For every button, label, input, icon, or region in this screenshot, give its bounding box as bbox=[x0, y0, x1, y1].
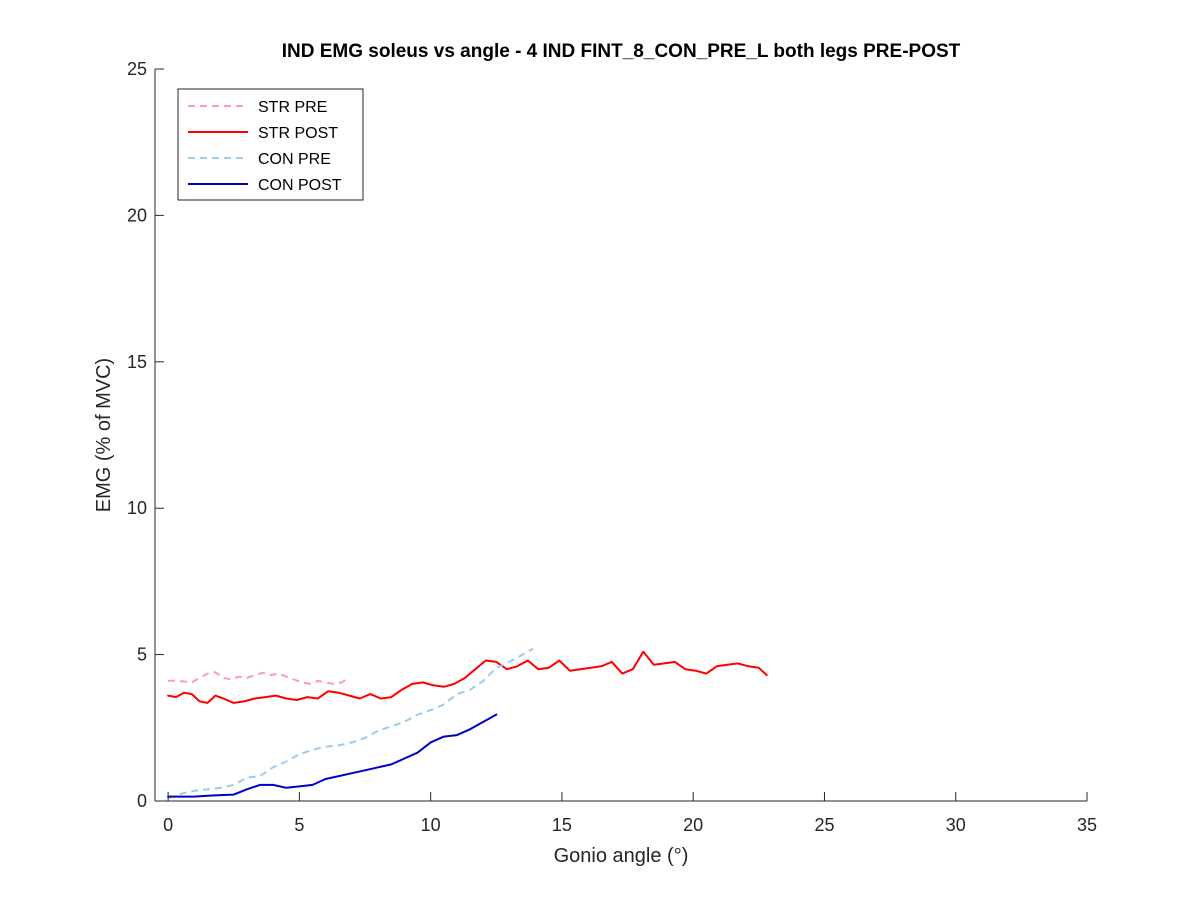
y-tick-label: 20 bbox=[127, 205, 147, 225]
axis-ticks: 0 5 10 15 20 25 30 35 0 5 10 15 20 25 bbox=[127, 59, 1097, 835]
chart-title: IND EMG soleus vs angle - 4 IND FINT_8_C… bbox=[282, 41, 961, 62]
y-tick-label: 0 bbox=[137, 791, 147, 811]
x-tick-label: 30 bbox=[946, 815, 966, 835]
legend-box bbox=[177, 88, 364, 201]
x-tick-label: 20 bbox=[683, 815, 703, 835]
series-line-con-post bbox=[167, 713, 498, 798]
series-line-str-post bbox=[167, 650, 768, 704]
y-tick-label: 15 bbox=[127, 352, 147, 372]
x-tick-label: 10 bbox=[421, 815, 441, 835]
y-tick-label: 5 bbox=[137, 645, 147, 665]
plot-area bbox=[167, 647, 768, 800]
legend-entry-label: CON POST bbox=[258, 177, 342, 194]
x-tick-label: 0 bbox=[163, 815, 173, 835]
x-tick-label: 25 bbox=[814, 815, 834, 835]
axes bbox=[154, 69, 1087, 802]
y-tick-label: 10 bbox=[127, 498, 147, 518]
legend-entry-label: STR PRE bbox=[258, 99, 327, 116]
x-tick-label: 15 bbox=[552, 815, 572, 835]
series-line-con-pre bbox=[167, 647, 534, 800]
x-tick-label: 5 bbox=[294, 815, 304, 835]
x-tick-label: 35 bbox=[1077, 815, 1097, 835]
y-tick-label: 25 bbox=[127, 59, 147, 79]
legend: STR PRE STR POST CON PRE CON POST bbox=[177, 88, 364, 201]
legend-entry-label: CON PRE bbox=[258, 151, 331, 168]
y-axis-label: EMG (% of MVC) bbox=[93, 358, 115, 512]
x-axis-label: Gonio angle (°) bbox=[554, 845, 689, 867]
series-line-str-pre bbox=[168, 671, 350, 685]
legend-entry-label: STR POST bbox=[258, 125, 338, 142]
